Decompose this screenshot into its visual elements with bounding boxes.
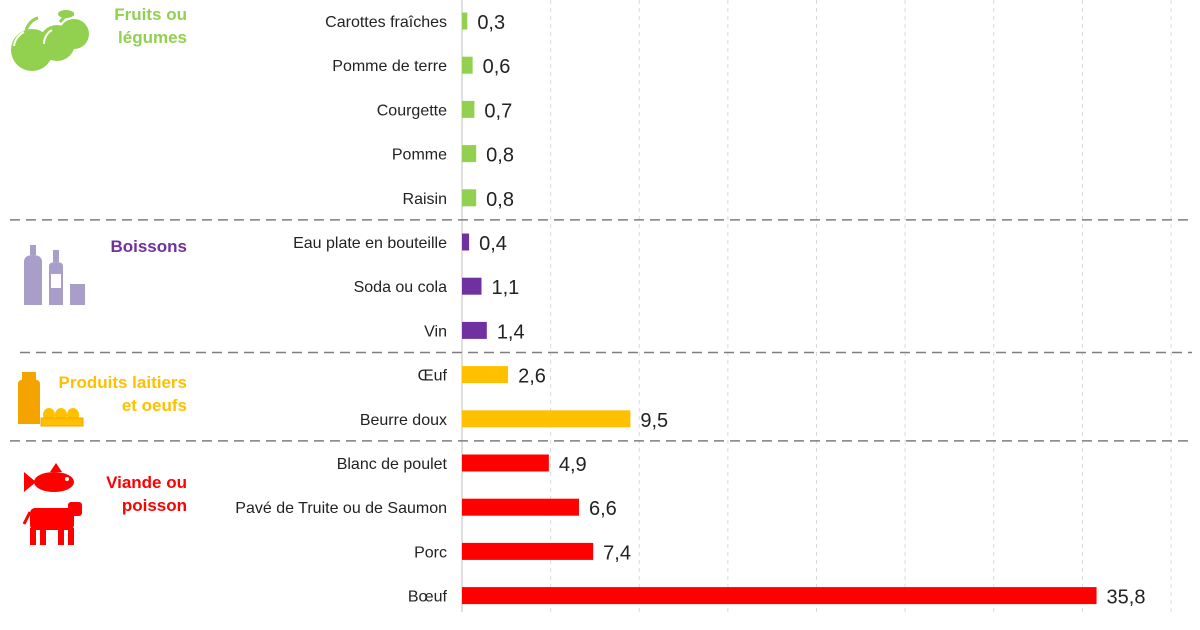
group-label: Boissons <box>110 237 187 256</box>
group-separators <box>10 219 1192 442</box>
group-label: Viande ou <box>106 473 187 492</box>
category-label: Blanc de poulet <box>337 456 448 473</box>
value-label: 0,8 <box>486 189 514 211</box>
value-label: 0,8 <box>486 145 514 167</box>
category-label: Raisin <box>403 191 447 208</box>
bottles-icon <box>24 245 85 305</box>
group-label: et oeufs <box>122 396 187 415</box>
value-label: 1,4 <box>497 321 525 343</box>
value-label: 6,6 <box>589 498 617 520</box>
category-label: Pomme <box>392 147 447 164</box>
apples-icon <box>11 10 89 71</box>
bar <box>462 498 579 516</box>
bar <box>462 321 487 339</box>
value-label: 35,8 <box>1107 587 1146 609</box>
category-labels: Carottes fraîches Pomme de terre Courgette… <box>235 14 447 606</box>
value-label: 0,6 <box>483 56 511 78</box>
group-label: poisson <box>122 496 187 515</box>
bar <box>462 189 477 207</box>
value-labels: 0,3 0,6 0,7 0,8 0,8 0,4 1,1 1,4 2,6 9,5 4,96,6 7,4 3… <box>477 12 1145 609</box>
bar <box>462 542 594 560</box>
category-label: Vin <box>424 323 447 340</box>
category-label: Porc <box>414 544 447 561</box>
value-label: 4,9 <box>559 454 587 476</box>
milk-eggs-icon <box>18 372 84 427</box>
category-label: Œuf <box>418 368 448 385</box>
bar <box>462 454 549 472</box>
bars <box>462 12 1097 605</box>
category-label: Bœuf <box>408 589 448 606</box>
bar <box>462 12 468 30</box>
group-label: Produits laitiers <box>59 373 187 392</box>
bar <box>462 145 477 163</box>
value-label: 1,1 <box>491 277 519 299</box>
value-label: 0,3 <box>477 12 505 34</box>
group-label: légumes <box>118 28 187 47</box>
bar <box>462 233 470 251</box>
bar <box>462 100 475 118</box>
category-label: Carottes fraîches <box>325 14 447 31</box>
value-label: 0,4 <box>479 233 507 255</box>
category-label: Pavé de Truite ou de Saumon <box>235 500 447 517</box>
category-label: Pomme de terre <box>332 58 447 75</box>
value-label: 0,7 <box>484 100 512 122</box>
gridlines <box>461 0 1172 612</box>
category-label: Courgette <box>377 102 447 119</box>
bar <box>462 366 509 384</box>
category-label: Eau plate en bouteille <box>293 235 447 252</box>
value-label: 9,5 <box>640 410 668 432</box>
fish-cow-icon <box>22 463 82 545</box>
group-label: Fruits ou <box>114 5 187 24</box>
value-label: 7,4 <box>603 542 631 564</box>
bar <box>462 56 473 74</box>
value-label: 2,6 <box>518 366 546 388</box>
bar <box>462 587 1097 605</box>
group-labels: Fruits ou légumes Boissons Produits laitier… <box>59 5 187 515</box>
bar <box>462 277 482 295</box>
category-label: Beurre doux <box>360 412 447 429</box>
bar <box>462 410 631 428</box>
category-label: Soda ou cola <box>354 279 448 296</box>
